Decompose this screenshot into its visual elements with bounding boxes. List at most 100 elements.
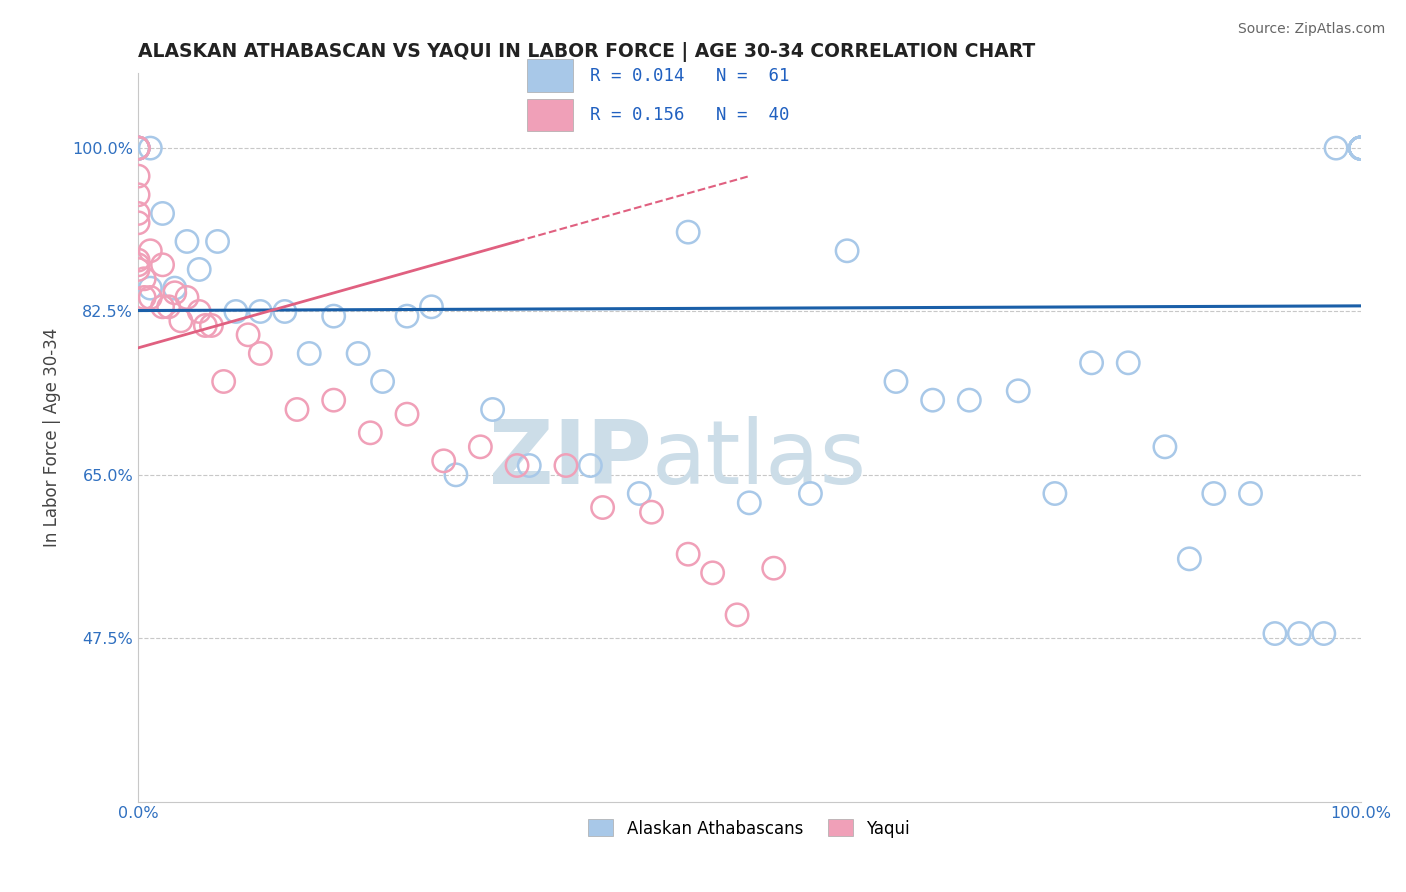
Point bbox=[127, 141, 149, 155]
Point bbox=[799, 486, 821, 500]
Point bbox=[921, 393, 943, 408]
Point bbox=[1350, 141, 1372, 155]
Point bbox=[1202, 486, 1225, 500]
Point bbox=[285, 402, 308, 417]
Point bbox=[152, 300, 174, 314]
Bar bbox=[527, 60, 574, 92]
Point bbox=[762, 561, 785, 575]
Text: Source: ZipAtlas.com: Source: ZipAtlas.com bbox=[1237, 22, 1385, 37]
Point bbox=[200, 318, 222, 333]
Point bbox=[1313, 626, 1336, 640]
Point bbox=[127, 141, 149, 155]
Point bbox=[188, 304, 211, 318]
Point bbox=[225, 304, 247, 318]
Point bbox=[127, 141, 149, 155]
Point bbox=[152, 206, 174, 220]
Point bbox=[127, 141, 149, 155]
Point bbox=[298, 346, 321, 360]
Point bbox=[139, 244, 162, 258]
Point bbox=[1350, 141, 1372, 155]
Point bbox=[207, 235, 229, 249]
Point bbox=[579, 458, 602, 473]
Point bbox=[1043, 486, 1066, 500]
Point bbox=[640, 505, 662, 519]
Point bbox=[1350, 141, 1372, 155]
Point bbox=[322, 309, 344, 323]
Point bbox=[127, 141, 149, 155]
Point bbox=[592, 500, 614, 515]
Point bbox=[506, 458, 529, 473]
Point bbox=[1350, 141, 1372, 155]
Point bbox=[1350, 141, 1372, 155]
Point bbox=[628, 486, 651, 500]
Point bbox=[433, 454, 456, 468]
Point bbox=[249, 346, 271, 360]
Point bbox=[170, 314, 193, 328]
Y-axis label: In Labor Force | Age 30-34: In Labor Force | Age 30-34 bbox=[44, 328, 60, 547]
Legend: Alaskan Athabascans, Yaqui: Alaskan Athabascans, Yaqui bbox=[582, 813, 917, 844]
Point bbox=[176, 290, 198, 304]
Point bbox=[127, 169, 149, 183]
Point bbox=[420, 300, 443, 314]
Point bbox=[127, 141, 149, 155]
Point bbox=[1007, 384, 1029, 398]
Point bbox=[1116, 356, 1139, 370]
Point bbox=[163, 285, 186, 300]
Point bbox=[163, 281, 186, 295]
Point bbox=[127, 141, 149, 155]
Point bbox=[1324, 141, 1347, 155]
Point bbox=[676, 547, 699, 561]
Point bbox=[1350, 141, 1372, 155]
Point bbox=[1239, 486, 1261, 500]
Text: R = 0.156   N =  40: R = 0.156 N = 40 bbox=[589, 106, 789, 124]
Text: R = 0.014   N =  61: R = 0.014 N = 61 bbox=[589, 67, 789, 85]
Text: ALASKAN ATHABASCAN VS YAQUI IN LABOR FORCE | AGE 30-34 CORRELATION CHART: ALASKAN ATHABASCAN VS YAQUI IN LABOR FOR… bbox=[138, 42, 1035, 62]
Point bbox=[127, 141, 149, 155]
Point bbox=[127, 253, 149, 268]
Point bbox=[134, 290, 156, 304]
Point bbox=[1178, 552, 1201, 566]
Point bbox=[188, 262, 211, 277]
Point bbox=[127, 206, 149, 220]
Text: atlas: atlas bbox=[651, 416, 866, 503]
Point bbox=[371, 375, 394, 389]
Point bbox=[347, 346, 370, 360]
Point bbox=[1080, 356, 1102, 370]
Point bbox=[481, 402, 503, 417]
Point bbox=[127, 141, 149, 155]
Point bbox=[957, 393, 980, 408]
Point bbox=[127, 258, 149, 272]
Point bbox=[359, 425, 381, 440]
Point bbox=[176, 235, 198, 249]
Point bbox=[212, 375, 235, 389]
Point bbox=[676, 225, 699, 239]
Point bbox=[127, 262, 149, 277]
Point bbox=[738, 496, 761, 510]
Point bbox=[702, 566, 724, 580]
Point bbox=[1154, 440, 1177, 454]
Point bbox=[395, 407, 418, 421]
Point bbox=[127, 141, 149, 155]
Point bbox=[395, 309, 418, 323]
Point bbox=[517, 458, 540, 473]
Point bbox=[1350, 141, 1372, 155]
Text: ZIP: ZIP bbox=[489, 416, 651, 503]
Point bbox=[1350, 141, 1372, 155]
Point bbox=[884, 375, 907, 389]
Point bbox=[274, 304, 297, 318]
Bar bbox=[527, 99, 574, 131]
Point bbox=[470, 440, 492, 454]
Point bbox=[1350, 141, 1372, 155]
Point bbox=[139, 290, 162, 304]
Point bbox=[249, 304, 271, 318]
Point bbox=[127, 216, 149, 230]
Point bbox=[835, 244, 858, 258]
Point bbox=[194, 318, 217, 333]
Point bbox=[134, 272, 156, 286]
Point bbox=[157, 300, 180, 314]
Point bbox=[127, 187, 149, 202]
Point bbox=[1350, 141, 1372, 155]
Point bbox=[1350, 141, 1372, 155]
Point bbox=[555, 458, 578, 473]
Point bbox=[1350, 141, 1372, 155]
